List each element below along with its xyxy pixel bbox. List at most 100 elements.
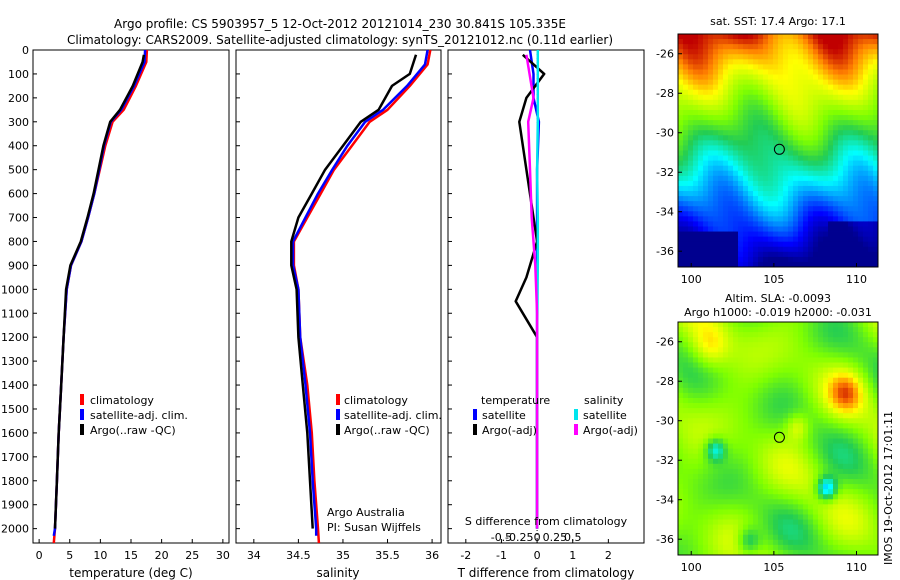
heatmap-cell (778, 443, 784, 450)
heatmap-cell (863, 473, 869, 480)
heatmap-cell (718, 509, 724, 515)
heatmap-cell (708, 94, 714, 101)
heatmap-cell (743, 443, 749, 450)
heatmap-cell (738, 519, 744, 526)
heatmap-cell (858, 99, 864, 106)
heatmap-cell (873, 211, 879, 217)
top-tick-label: 0 (534, 531, 541, 544)
heatmap-cell (853, 231, 859, 238)
heatmap-cell (853, 130, 859, 136)
heatmap-cell (738, 89, 744, 96)
heatmap-cell (813, 448, 819, 455)
heatmap-cell (838, 196, 844, 202)
heatmap-cell (783, 337, 789, 343)
heatmap-cell (748, 226, 754, 232)
heatmap-cell (873, 509, 879, 515)
heatmap-cell (818, 534, 824, 541)
heatmap-cell (738, 403, 744, 409)
salinity-xlabel: salinity (316, 566, 359, 580)
heatmap-cell (693, 529, 699, 536)
heatmap-cell (793, 428, 799, 434)
heatmap-cell (858, 322, 864, 328)
heatmap-cell (758, 231, 764, 238)
heatmap-cell (763, 34, 769, 40)
heatmap-cell (728, 534, 734, 541)
heatmap-cell (803, 529, 809, 536)
heatmap-cell (818, 544, 824, 551)
heatmap-cell (803, 175, 809, 182)
sla-map-title-1: Altim. SLA: -0.0093 (725, 292, 831, 305)
heatmap-cell (738, 524, 744, 531)
heatmap-cell (718, 170, 724, 177)
heatmap-cell (873, 443, 879, 450)
heatmap-cell (758, 509, 764, 515)
heatmap-cell (738, 534, 744, 541)
heatmap-cell (733, 332, 739, 338)
heatmap-cell (773, 479, 779, 485)
heatmap-cell (728, 428, 734, 434)
heatmap-cell (833, 236, 839, 243)
heatmap-cell (833, 428, 839, 434)
heatmap-cell (833, 534, 839, 541)
heatmap-cell (793, 463, 799, 470)
heatmap-cell (758, 362, 764, 368)
heatmap-cell (873, 256, 879, 263)
heatmap-cell (738, 347, 744, 353)
heatmap-cell (823, 413, 829, 419)
heatmap-cell (838, 191, 844, 197)
heatmap-cell (863, 130, 869, 136)
heatmap-cell (738, 509, 744, 515)
heatmap-cell (793, 367, 799, 374)
heatmap-cell (798, 115, 804, 121)
heatmap-cell (768, 74, 774, 80)
heatmap-cell (738, 196, 744, 202)
heatmap-cell (678, 347, 684, 353)
heatmap-cell (788, 251, 794, 258)
heatmap-cell (753, 413, 759, 419)
heatmap-cell (773, 499, 779, 505)
heatmap-cell (748, 135, 754, 141)
heatmap-cell (848, 261, 854, 268)
heatmap-cell (848, 196, 854, 202)
heatmap-cell (773, 458, 779, 465)
heatmap-cell (813, 206, 819, 212)
heatmap-cell (738, 458, 744, 465)
heatmap-cell (793, 196, 799, 202)
heatmap-cell (843, 89, 849, 96)
heatmap-cell (823, 54, 829, 60)
heatmap-cell (818, 84, 824, 91)
heatmap-cell (703, 145, 709, 151)
heatmap-cell (793, 534, 799, 541)
heatmap-cell (733, 534, 739, 541)
heatmap-cell (703, 256, 709, 263)
heatmap-cell (683, 453, 689, 460)
heatmap-cell (828, 342, 834, 348)
heatmap-cell (753, 120, 759, 126)
heatmap-cell (718, 140, 724, 146)
heatmap-cell (803, 539, 809, 546)
heatmap-cell (703, 211, 709, 217)
heatmap-cell (863, 357, 869, 363)
heatmap-cell (863, 145, 869, 151)
heatmap-cell (723, 120, 729, 126)
heatmap-cell (853, 539, 859, 546)
y-tick-label: -30 (656, 415, 674, 428)
heatmap-cell (828, 206, 834, 212)
heatmap-cell (843, 170, 849, 177)
heatmap-cell (828, 484, 834, 490)
heatmap-cell (808, 468, 814, 475)
heatmap-cell (838, 39, 844, 45)
heatmap-cell (738, 226, 744, 232)
heatmap-cell (858, 479, 864, 485)
heatmap-cell (873, 251, 879, 258)
heatmap-cell (773, 327, 779, 333)
heatmap-cell (798, 494, 804, 500)
heatmap-cell (698, 140, 704, 146)
heatmap-cell (858, 59, 864, 65)
heatmap-cell (708, 433, 714, 439)
heatmap-cell (763, 201, 769, 207)
heatmap-cell (758, 382, 764, 389)
heatmap-cell (773, 261, 779, 268)
heatmap-cell (758, 397, 764, 404)
heatmap-cell (763, 473, 769, 480)
